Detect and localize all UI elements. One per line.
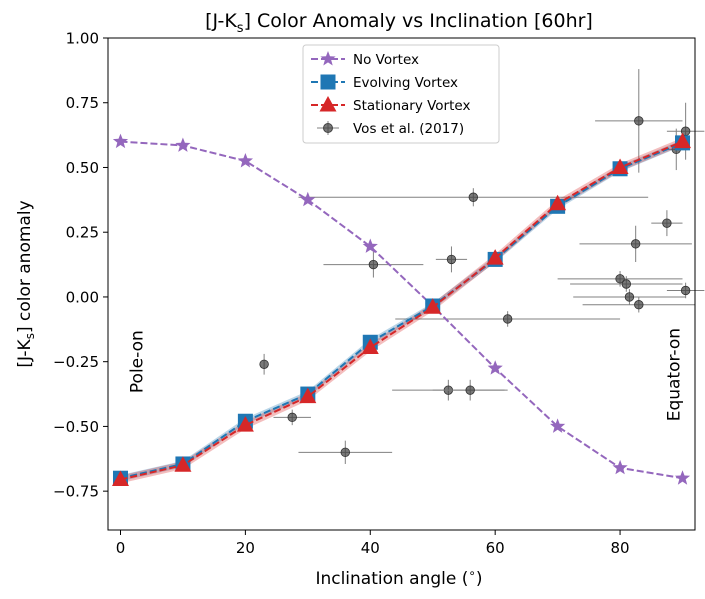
series-band bbox=[120, 139, 683, 482]
observation-point bbox=[573, 289, 686, 305]
series-marker bbox=[424, 298, 442, 314]
observation-point bbox=[273, 409, 311, 426]
observation-marker bbox=[662, 218, 672, 228]
y-tick-label: 1.00 bbox=[66, 30, 99, 48]
legend-box bbox=[302, 44, 500, 144]
legend-marker bbox=[320, 74, 336, 90]
x-tick-label: 60 bbox=[486, 539, 505, 557]
observation-marker bbox=[259, 359, 269, 369]
legend-entry: No Vortex bbox=[311, 51, 419, 68]
observation-point bbox=[651, 210, 683, 237]
observation-marker bbox=[615, 274, 625, 284]
series-stationary-vortex bbox=[111, 132, 692, 487]
x-tick-label: 40 bbox=[361, 539, 380, 557]
plot-frame bbox=[107, 37, 696, 531]
series-marker bbox=[174, 456, 192, 472]
y-tick-label: −0.25 bbox=[53, 353, 99, 371]
annotation-label: Pole-on bbox=[127, 330, 147, 393]
series-marker bbox=[111, 470, 129, 487]
series-marker bbox=[486, 249, 504, 265]
observation-point bbox=[570, 276, 683, 292]
legend-label: No Vortex bbox=[353, 52, 419, 68]
series-marker bbox=[549, 194, 567, 211]
y-tick-label: 0.50 bbox=[66, 159, 99, 177]
legend-marker bbox=[319, 96, 337, 112]
series-marker bbox=[362, 238, 378, 253]
series-marker bbox=[487, 360, 503, 375]
observation-marker bbox=[621, 279, 632, 289]
observation-point bbox=[579, 225, 692, 262]
y-tick-label: 0.75 bbox=[66, 94, 99, 112]
observation-marker bbox=[502, 314, 513, 324]
legend-marker bbox=[320, 51, 336, 66]
observation-marker bbox=[630, 239, 641, 249]
observation-marker bbox=[340, 447, 350, 458]
series-line bbox=[120, 140, 683, 481]
series-marker bbox=[611, 158, 629, 174]
series-marker bbox=[299, 387, 317, 404]
observation-point bbox=[298, 188, 649, 207]
y-tick-label: −0.75 bbox=[53, 483, 99, 501]
legend-marker bbox=[323, 123, 333, 133]
legend-entry: Stationary Vortex bbox=[311, 96, 470, 114]
y-tick-label: 0.00 bbox=[66, 288, 99, 306]
observation-point bbox=[435, 246, 468, 273]
annotation-label: Equator-on bbox=[664, 328, 684, 421]
observation-marker bbox=[634, 300, 644, 310]
legend-label: Vos et al. (2017) bbox=[353, 121, 464, 137]
observation-point bbox=[323, 251, 424, 278]
legend-entry: Evolving Vortex bbox=[311, 74, 458, 91]
observation-point bbox=[595, 69, 683, 173]
x-tick-label: 0 bbox=[116, 539, 126, 557]
series-marker bbox=[112, 133, 129, 149]
series-evolving-vortex bbox=[112, 135, 691, 486]
legend: No Vortex Evolving Vortex Stationary Vorte… bbox=[302, 44, 500, 144]
series-marker bbox=[236, 416, 254, 432]
observation-marker bbox=[287, 412, 297, 423]
observation-marker bbox=[468, 192, 479, 202]
observation-point bbox=[259, 353, 269, 375]
series-marker bbox=[550, 418, 566, 433]
observation-point bbox=[666, 282, 705, 299]
series-marker bbox=[612, 459, 628, 475]
series-marker bbox=[361, 338, 379, 354]
series-marker bbox=[237, 153, 253, 168]
series-band bbox=[120, 137, 683, 484]
axis-ticks: 0 20 40 60 80 1.00 0.75 0.50 0.25 0.00 −0.25 −0.50 −… bbox=[53, 30, 630, 558]
observation-point bbox=[298, 440, 393, 464]
x-axis-label: Inclination angle (∘) bbox=[315, 566, 482, 589]
observation-marker bbox=[446, 254, 457, 265]
series-line bbox=[120, 140, 683, 480]
y-tick-label: 0.25 bbox=[66, 224, 99, 242]
plot-area bbox=[111, 69, 705, 487]
observation-point bbox=[432, 379, 508, 401]
observation-marker bbox=[465, 385, 475, 395]
legend-label: Evolving Vortex bbox=[353, 75, 458, 91]
series-marker bbox=[674, 132, 692, 149]
series-marker bbox=[674, 470, 691, 485]
observation-marker bbox=[634, 116, 644, 126]
legend-entry: Vos et al. (2017) bbox=[317, 121, 464, 137]
x-tick-label: 20 bbox=[236, 539, 255, 557]
y-axis-label: [J-Ks] color anomaly bbox=[15, 200, 37, 367]
observation-marker bbox=[680, 285, 691, 296]
x-tick-label: 80 bbox=[611, 539, 630, 557]
observation-point bbox=[395, 311, 621, 327]
observation-marker bbox=[624, 292, 635, 302]
series-no-vortex bbox=[112, 133, 691, 485]
y-tick-label: −0.50 bbox=[53, 418, 99, 436]
annotations: Pole-on Equator-on bbox=[127, 328, 684, 421]
legend-label: Stationary Vortex bbox=[353, 98, 470, 114]
series-line bbox=[120, 141, 683, 480]
observation-marker bbox=[368, 259, 379, 270]
chart-title: [J-Ks] Color Anomaly vs Inclination [60h… bbox=[205, 10, 593, 36]
series-marker bbox=[175, 137, 191, 152]
observation-point bbox=[582, 296, 695, 313]
series-marker bbox=[300, 191, 316, 207]
